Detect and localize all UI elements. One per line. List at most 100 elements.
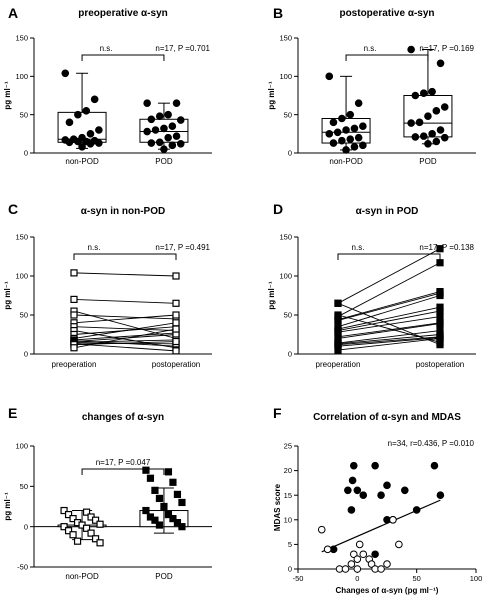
data-point-pre [334,346,342,354]
data-point [353,486,362,495]
significance-bracket [81,468,165,475]
data-point-pre [70,269,78,277]
data-point [146,474,155,482]
y-tick-label: 10 [284,515,292,524]
box [139,118,189,143]
data-point-post [436,259,444,267]
x-tick-label: postoperation [416,360,464,369]
data-point [341,565,350,573]
data-point [176,116,185,124]
data-point [60,523,68,531]
data-point-post [172,337,180,346]
stats-label: n=17, P =0.047 [96,458,151,467]
data-point [411,91,420,100]
y-tick-label: 150 [15,34,28,43]
data-point [412,506,421,514]
data-point [173,490,182,498]
data-point [178,498,186,507]
data-point [82,107,91,115]
data-point [359,141,367,150]
x-tick-label: non-POD [65,157,99,166]
data-point [419,89,428,97]
panel-title: Correlation of α-syn and MDAS [313,412,461,423]
stats-label: n=34, r=0.436, P =0.010 [388,439,475,448]
y-tick-label: 150 [279,34,292,43]
data-point-post [172,319,180,327]
panel-letter: C [8,201,18,217]
data-point [96,520,104,528]
data-point [74,137,82,146]
data-point [151,516,159,524]
y-tick-label: 0 [24,149,28,158]
x-tick-label: non-POD [329,157,363,166]
x-tick-label: 0 [355,574,359,583]
y-tick-label: 100 [15,72,28,81]
data-point [436,126,445,134]
pair-line [337,322,441,338]
pair-line [337,295,441,328]
data-point [168,141,177,150]
pair-line [73,341,177,346]
data-point [350,124,359,133]
pair-line [73,298,177,304]
data-point [359,491,368,500]
data-point [383,560,391,568]
data-point [155,138,164,147]
x-tick-label: preoperation [52,360,97,369]
data-point [143,127,151,136]
data-point-post [436,319,444,328]
panel-title: α-syn in non-POD [81,206,165,217]
data-point [407,119,415,127]
stats-label: n=17, P =0.138 [419,243,474,252]
data-point [317,525,326,534]
data-point [348,476,357,485]
data-point [64,510,73,519]
data-point [353,565,362,573]
pair-line [73,272,177,277]
data-point [347,506,356,514]
data-point-pre [70,295,78,303]
y-tick-label: 150 [15,233,28,242]
x-tick-label: 100 [470,574,483,583]
x-tick-label: POD [419,157,437,166]
data-point [78,143,86,151]
data-point [155,494,164,503]
data-point [172,132,181,140]
stats-label: n=17, P =0.491 [155,243,210,252]
panel-letter: F [273,405,282,421]
data-point-post [172,325,180,333]
panel-title: preoperative α-syn [78,8,168,19]
data-point [86,140,95,148]
data-point [329,139,338,147]
y-tick-label: 50 [20,110,28,119]
data-point [151,486,159,494]
panel-letter: D [273,201,283,217]
significance-bracket [345,54,429,61]
y-tick-label: 150 [279,233,292,242]
stats-label: n=17, P =0.701 [155,44,210,53]
y-tick-label: -50 [17,563,28,572]
stats-label: n=17, P =0.169 [419,44,474,53]
data-point [440,133,449,142]
data-point [432,137,441,146]
data-point [342,126,350,134]
y-tick-label: 100 [15,442,28,451]
pair-line [337,302,441,346]
data-point-post [172,347,180,355]
data-point [160,145,168,153]
data-point [344,486,352,495]
data-point [347,560,356,568]
y-axis-label: pg ml⁻¹ [3,81,12,110]
data-point [90,95,99,104]
data-point [323,545,332,554]
ns-label: n.s. [364,44,377,53]
panel-title: α-syn in POD [356,206,419,217]
data-point [342,146,350,154]
pair-line [337,323,441,339]
pair-line [337,291,441,321]
data-point-post [436,291,444,300]
data-point [430,461,439,470]
data-point [91,535,100,543]
